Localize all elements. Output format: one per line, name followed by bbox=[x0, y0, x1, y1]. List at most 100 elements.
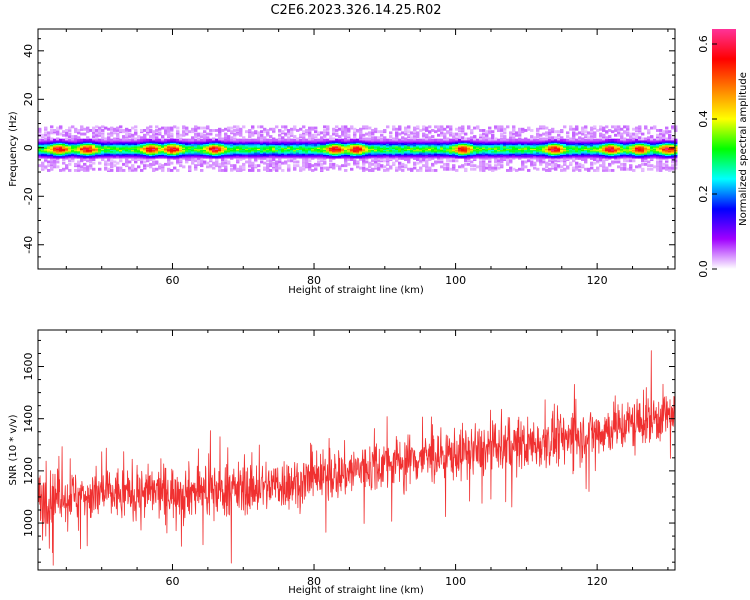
spectrogram-cell bbox=[674, 166, 678, 170]
spectrogram-cell bbox=[575, 138, 579, 142]
spectrogram-cell bbox=[545, 137, 549, 141]
spectrogram-cell bbox=[623, 158, 627, 161]
spectrogram-cell bbox=[581, 132, 585, 136]
spectrogram-cell bbox=[398, 138, 402, 142]
spectrogram-cell bbox=[62, 167, 66, 171]
spectrogram-cell bbox=[659, 158, 663, 161]
spectrogram-cell bbox=[383, 129, 387, 132]
spectrogram-cell bbox=[524, 137, 528, 141]
spectrogram-cell bbox=[134, 160, 138, 164]
spectrogram-cell bbox=[548, 159, 552, 163]
spectrogram-cell bbox=[170, 161, 174, 165]
spectrogram-cell bbox=[119, 125, 123, 129]
spectrogram-cell bbox=[596, 129, 600, 132]
spectrogram-cell bbox=[500, 158, 504, 161]
spectrogram-cell bbox=[287, 129, 291, 132]
spectrogram-cell bbox=[512, 138, 516, 142]
spectrogram-cell bbox=[131, 166, 135, 170]
spectrogram-cell bbox=[104, 160, 108, 164]
spectrogram-cell bbox=[587, 167, 591, 171]
spectrogram-cell bbox=[452, 136, 456, 140]
spectrogram-cell bbox=[281, 169, 285, 172]
spectrogram-cell bbox=[176, 126, 180, 130]
spectrogram-cell bbox=[281, 130, 285, 134]
y-tick-label: 0 bbox=[22, 144, 35, 151]
spectrogram-cell bbox=[122, 137, 126, 141]
spectrogram-cell bbox=[149, 125, 153, 129]
spectrogram-cell bbox=[617, 165, 621, 169]
spectrogram-cell bbox=[215, 133, 219, 137]
spectrogram-cell bbox=[77, 131, 81, 135]
spectrogram-cell bbox=[203, 160, 207, 164]
spectrogram-cell bbox=[98, 129, 102, 132]
spectrogram-cell bbox=[344, 130, 348, 134]
spectrogram-cell bbox=[200, 138, 204, 142]
spectrogram-cell bbox=[611, 169, 615, 172]
spectrogram-cell bbox=[632, 169, 636, 172]
spectrogram-cell bbox=[674, 159, 678, 163]
spectrogram-cell bbox=[125, 131, 129, 135]
spectrogram-cell bbox=[482, 129, 486, 132]
spectrogram-cell bbox=[74, 135, 78, 138]
spectrogram-cell bbox=[221, 137, 225, 141]
spectrogram-cell bbox=[161, 169, 165, 172]
spectrogram-cell bbox=[287, 159, 291, 163]
spectrogram-cell bbox=[257, 169, 261, 172]
spectrogram-cell bbox=[194, 135, 198, 138]
spectrogram-cell bbox=[374, 162, 378, 166]
spectrogram-cell bbox=[404, 126, 408, 130]
spectrogram-cell bbox=[554, 167, 558, 171]
spectrogram-cell bbox=[635, 126, 639, 130]
spectrogram-cell bbox=[200, 132, 204, 136]
spectrogram-cell bbox=[284, 132, 288, 136]
spectrogram-cell bbox=[563, 161, 567, 165]
spectrogram-cell bbox=[191, 138, 195, 142]
spectrogram-cell bbox=[416, 125, 420, 129]
spectrogram-cell bbox=[227, 129, 231, 132]
spectrogram-cell bbox=[665, 164, 669, 168]
spectrogram-cell bbox=[137, 138, 141, 142]
spectrogram-cell bbox=[353, 159, 357, 163]
spectrogram-cell bbox=[245, 160, 249, 164]
spectrogram-cell bbox=[470, 160, 474, 164]
spectrogram-cell bbox=[518, 133, 522, 137]
spectrogram-cell bbox=[485, 166, 489, 170]
spectrogram-cell bbox=[65, 131, 69, 135]
spectrogram-cell bbox=[560, 129, 564, 132]
spectrogram-cell bbox=[641, 132, 645, 136]
spectrogram-cell bbox=[602, 133, 606, 137]
spectrogram-cell bbox=[668, 133, 672, 137]
spectrogram-cell bbox=[167, 126, 171, 130]
spectrogram-cell bbox=[398, 161, 402, 165]
spectrogram-cell bbox=[302, 133, 306, 137]
spectrogram-cell bbox=[86, 126, 90, 130]
spectrogram-cell bbox=[434, 125, 438, 129]
spectrogram-cell bbox=[59, 169, 63, 172]
spectrogram-cell bbox=[107, 162, 111, 166]
spectrogram-cell bbox=[317, 162, 321, 166]
spectrogram-cell bbox=[545, 126, 549, 130]
spectrogram-cell bbox=[401, 136, 405, 140]
spectrogram-cell bbox=[302, 130, 306, 134]
spectrogram-cell bbox=[290, 138, 294, 142]
spectrogram-cell bbox=[155, 167, 159, 171]
spectrogram-cell bbox=[362, 162, 366, 166]
spectrogram-cell bbox=[545, 165, 549, 169]
spectrogram-cell bbox=[194, 125, 198, 129]
spectrogram-cell bbox=[533, 136, 537, 140]
spectrogram-cell bbox=[182, 165, 186, 169]
spectrogram-cell bbox=[80, 125, 84, 129]
spectrogram-cell bbox=[509, 138, 513, 142]
spectrogram-cell bbox=[608, 129, 612, 132]
spectrogram-cell bbox=[584, 160, 588, 164]
spectrogram-cell bbox=[176, 135, 180, 138]
spectrogram-cell bbox=[431, 129, 435, 132]
spectrogram-cell bbox=[419, 166, 423, 170]
spectrogram-cell bbox=[362, 125, 366, 129]
colorbar-ticks: 0.00.20.40.6 bbox=[697, 35, 717, 278]
spectrogram-cell bbox=[251, 169, 255, 172]
spectrogram-cell bbox=[47, 133, 51, 137]
spectrogram-cell bbox=[149, 135, 153, 138]
spectrogram-cell bbox=[659, 167, 663, 171]
spectrogram-cell bbox=[632, 127, 636, 131]
